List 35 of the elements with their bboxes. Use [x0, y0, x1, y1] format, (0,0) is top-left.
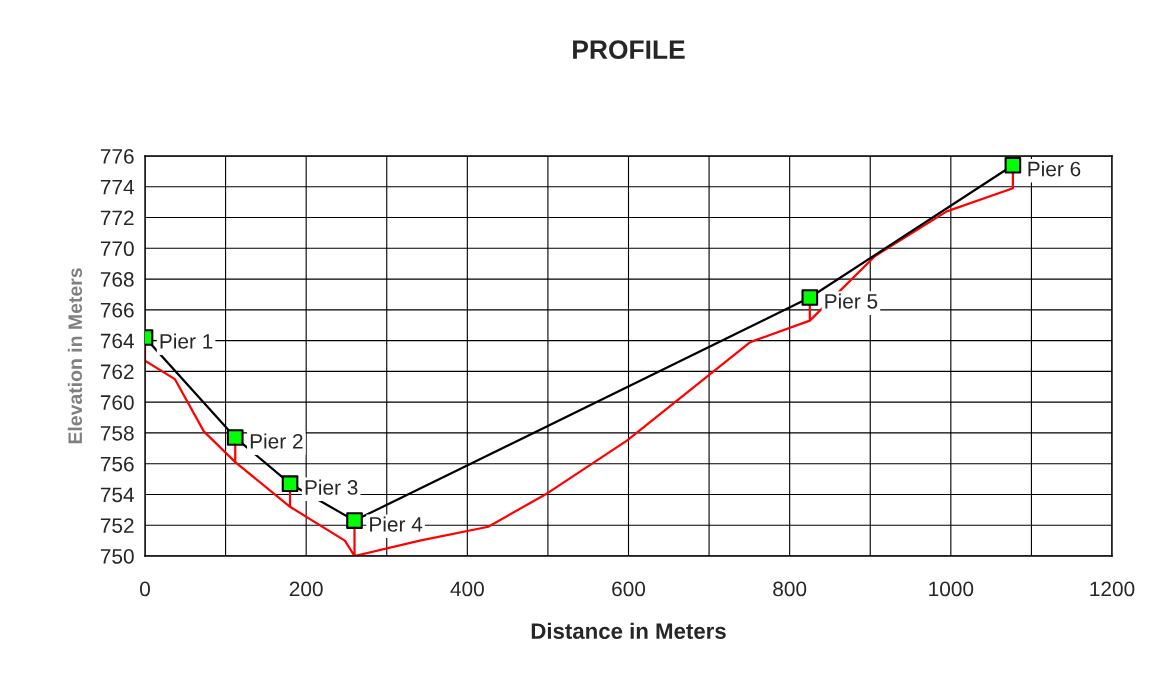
y-tick-label: 764 — [100, 333, 134, 349]
x-tick-label: 200 — [289, 581, 323, 597]
x-tick-label: 800 — [773, 581, 807, 597]
annotation: Pier 3 — [305, 479, 358, 495]
annotation: Pier 2 — [250, 433, 303, 449]
annotation: Pier 6 — [1028, 161, 1081, 177]
y-tick-label: 758 — [100, 425, 134, 441]
point — [281, 475, 299, 493]
y-tick-label: 756 — [100, 456, 134, 472]
y-axis-title: Elevation in Meters — [67, 268, 83, 444]
x-axis-title: Distance in Meters — [531, 622, 726, 639]
y-tick-label: 774 — [100, 179, 134, 195]
point — [1004, 156, 1022, 174]
y-tick-label: 754 — [100, 487, 134, 503]
x-tick-label: 1000 — [929, 581, 974, 597]
y-tick-label: 770 — [100, 241, 134, 257]
y-tick-label: 752 — [100, 518, 134, 533]
x-tick-label: 0 — [140, 581, 150, 597]
point — [226, 429, 244, 446]
chart-title: PROFILE — [573, 40, 685, 60]
y-tick-label: 768 — [100, 272, 134, 287]
x-tick-label: 600 — [612, 581, 646, 597]
x-tick-label: 400 — [450, 581, 484, 597]
point — [801, 289, 819, 306]
y-tick-label: 750 — [100, 549, 134, 564]
y-tick-label: 762 — [100, 364, 134, 380]
y-tick-label: 760 — [100, 395, 134, 410]
y-tick-label: 766 — [100, 302, 134, 318]
y-tick-label: 772 — [100, 210, 134, 226]
annotation: Pier 5 — [825, 293, 878, 309]
annotation: Pier 4 — [370, 516, 423, 532]
point — [346, 512, 363, 529]
x-tick-label: 1200 — [1090, 581, 1135, 597]
annotation: Pier 1 — [160, 333, 213, 349]
y-tick-label: 776 — [100, 149, 134, 164]
